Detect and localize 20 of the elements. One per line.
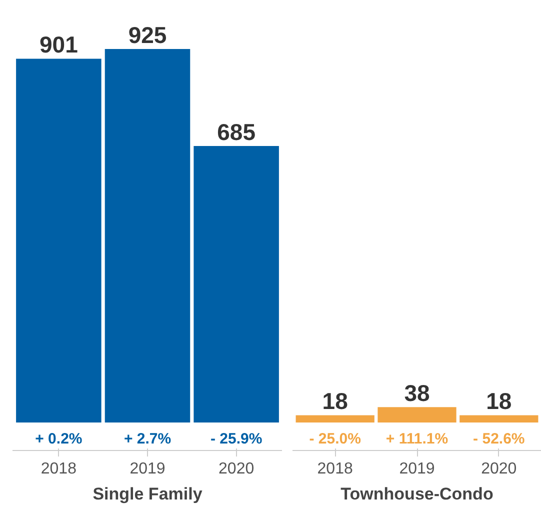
x-tick-label: 2019: [399, 460, 435, 478]
data-label: 18: [486, 388, 512, 414]
x-tick-label: 2018: [40, 460, 77, 478]
x-tick-label: 2020: [218, 460, 254, 478]
x-axis-title: Single Family: [92, 484, 203, 504]
text: - 52.6%: [473, 430, 525, 448]
text: + 0.2%: [35, 430, 82, 448]
data-label: 18: [322, 388, 348, 414]
x-tick-label: 2018: [317, 460, 353, 478]
data-label: 38: [404, 380, 430, 406]
x-axis-title: Townhouse-Condo: [340, 484, 494, 504]
text: - 25.9%: [210, 430, 262, 448]
data-label: 685: [217, 118, 256, 145]
text: - 25.0%: [309, 430, 361, 448]
text: + 111.1%: [386, 430, 448, 448]
x-tick-label: 2020: [481, 460, 517, 478]
data-label: 925: [128, 22, 167, 48]
text: + 2.7%: [124, 430, 172, 448]
x-tick-label: 2019: [130, 460, 166, 478]
data-label: 901: [39, 32, 78, 58]
